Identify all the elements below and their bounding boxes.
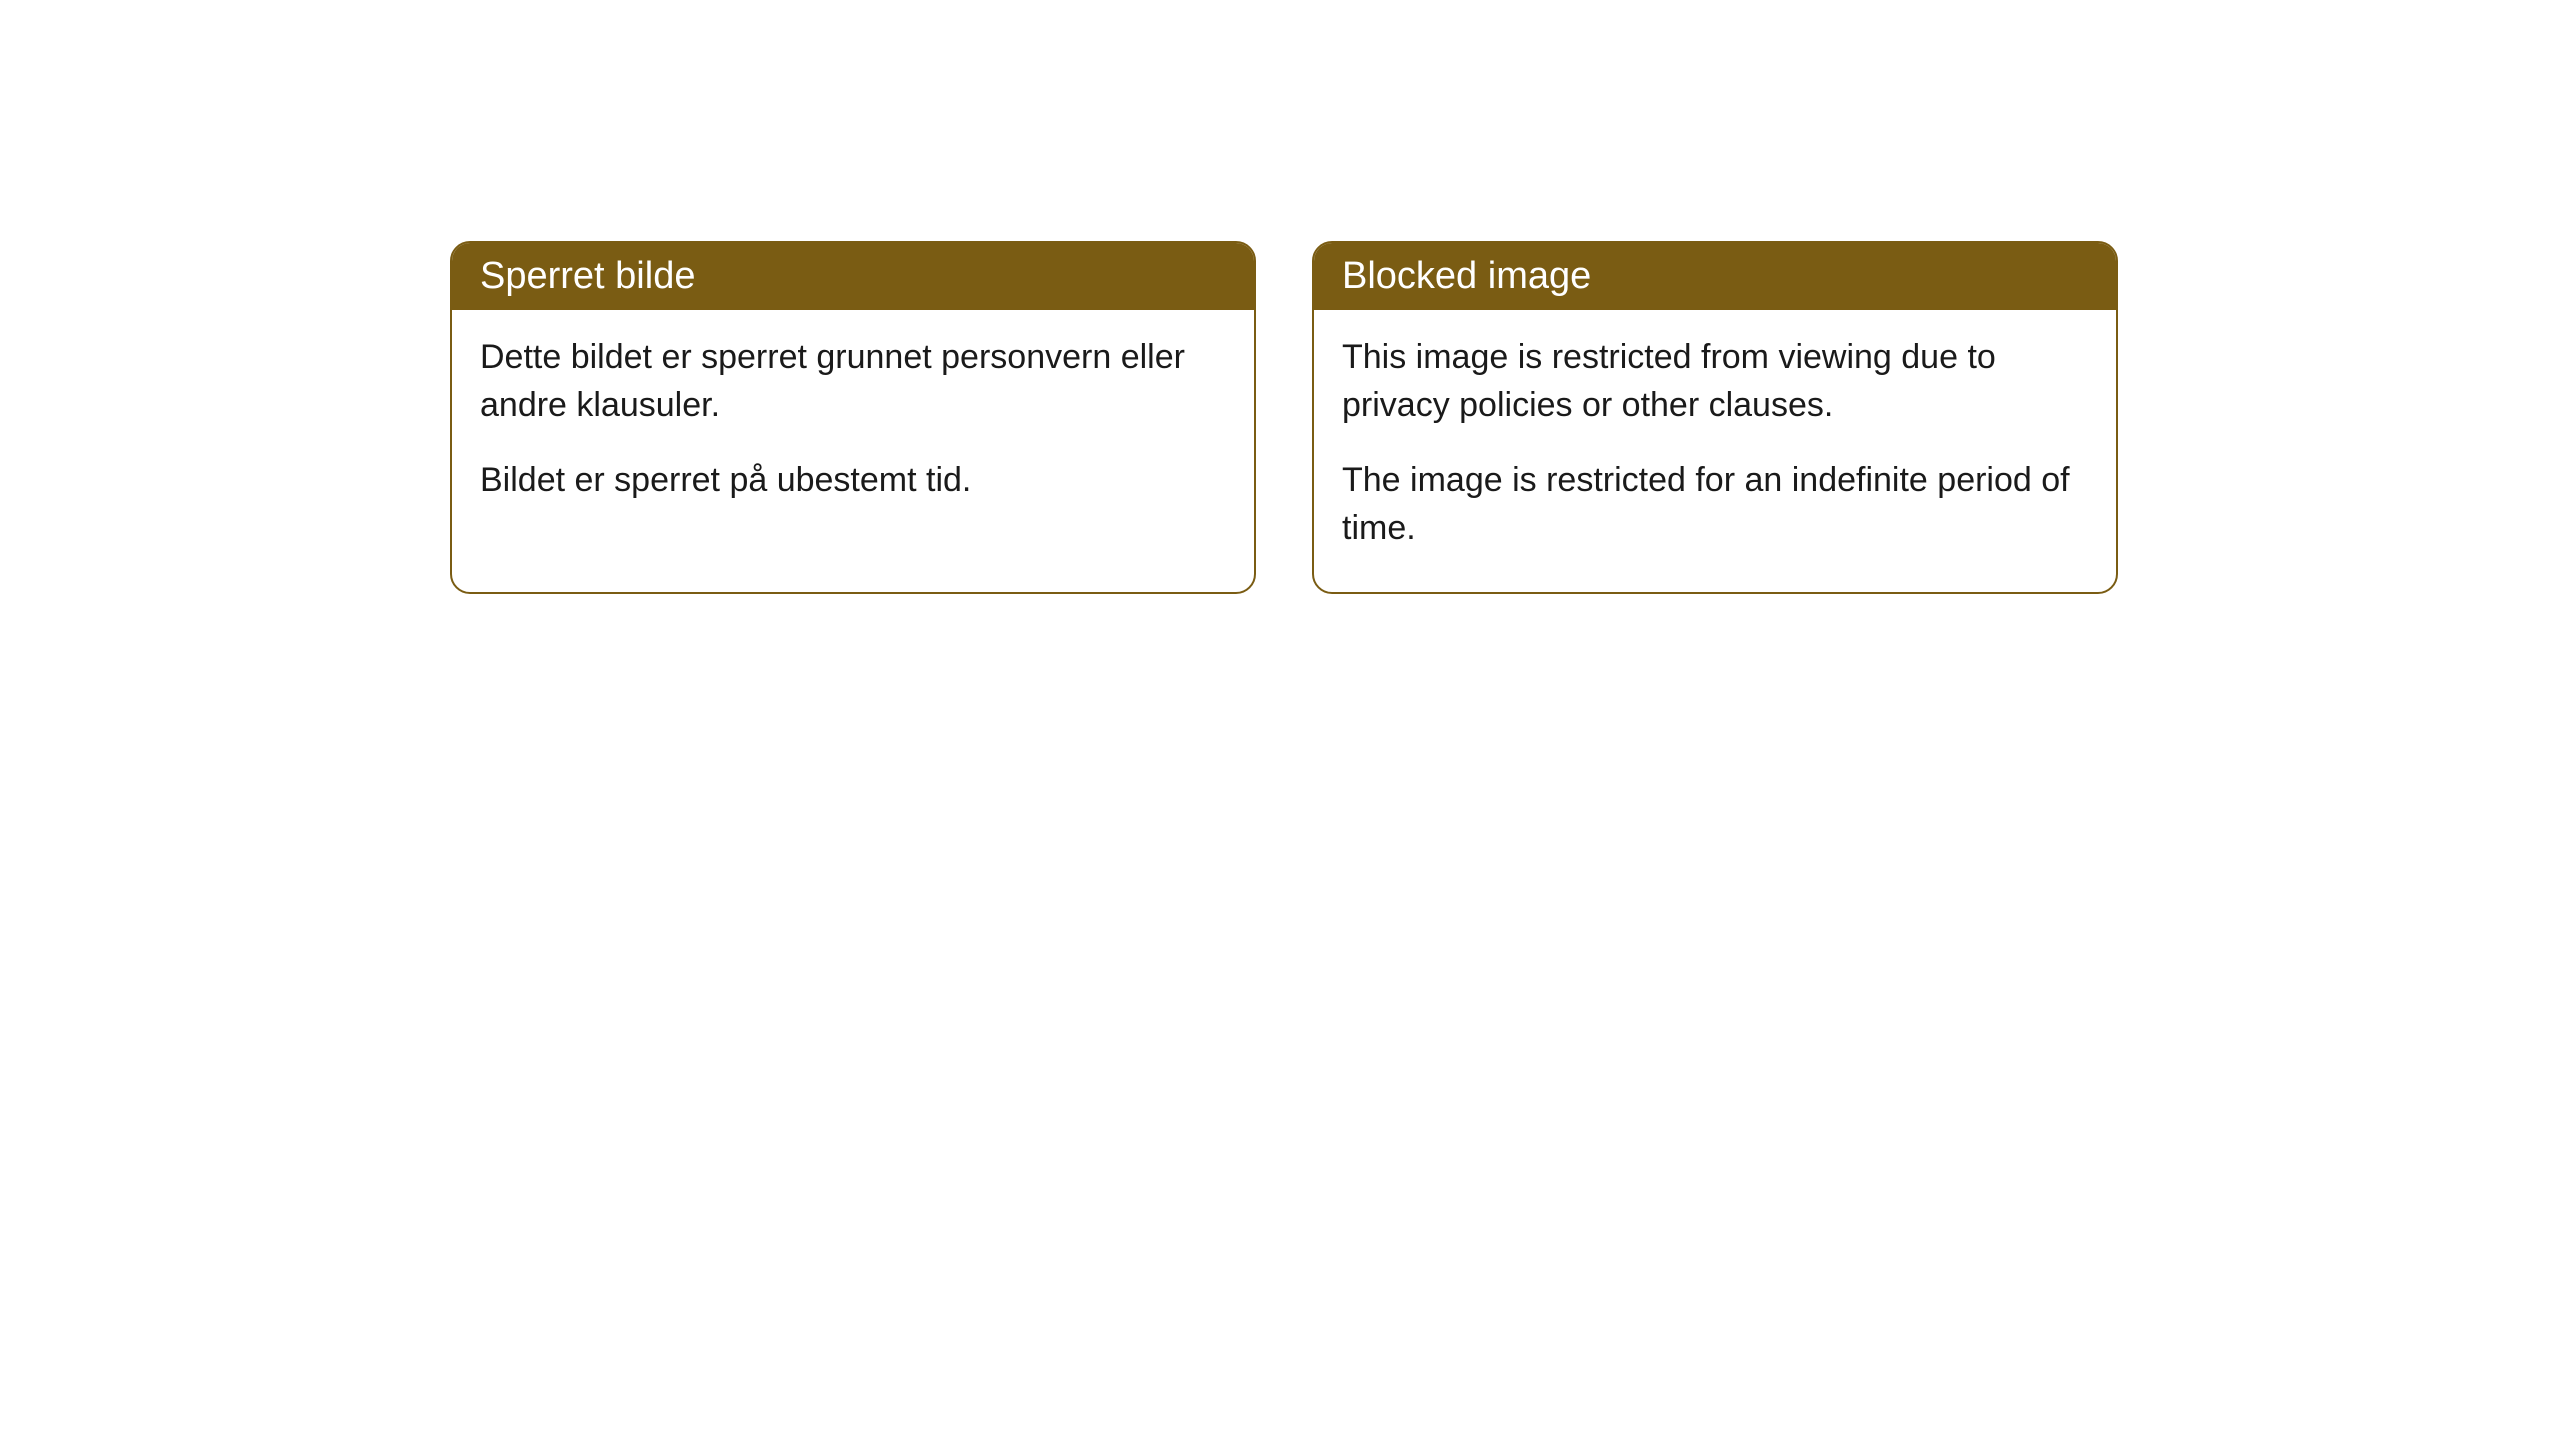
card-title: Sperret bilde — [480, 255, 695, 297]
card-paragraph: Dette bildet er sperret grunnet personve… — [480, 334, 1226, 429]
notice-card-english: Blocked image This image is restricted f… — [1312, 241, 2118, 594]
card-paragraph: This image is restricted from viewing du… — [1342, 334, 2088, 429]
card-header-norwegian: Sperret bilde — [452, 243, 1254, 310]
card-body-norwegian: Dette bildet er sperret grunnet personve… — [452, 310, 1254, 545]
card-header-english: Blocked image — [1314, 243, 2116, 310]
card-title: Blocked image — [1342, 255, 1591, 297]
card-body-english: This image is restricted from viewing du… — [1314, 310, 2116, 592]
notice-cards-container: Sperret bilde Dette bildet er sperret gr… — [450, 241, 2118, 594]
card-paragraph: Bildet er sperret på ubestemt tid. — [480, 457, 1226, 505]
notice-card-norwegian: Sperret bilde Dette bildet er sperret gr… — [450, 241, 1256, 594]
card-paragraph: The image is restricted for an indefinit… — [1342, 457, 2088, 552]
